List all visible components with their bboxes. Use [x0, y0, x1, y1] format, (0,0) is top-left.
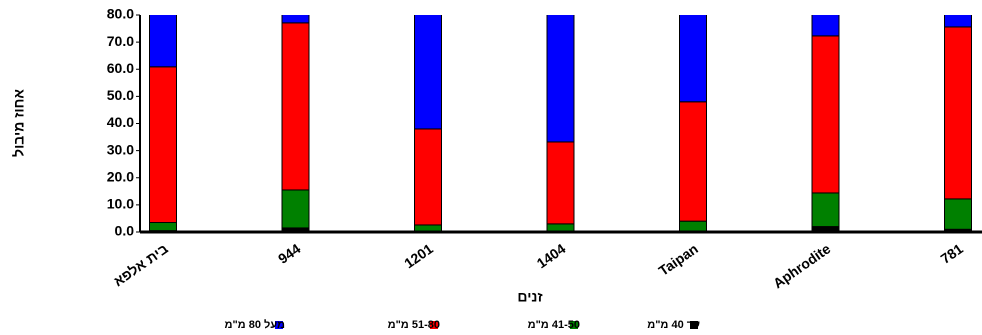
legend-label: 41-50 מ"מ: [528, 319, 580, 331]
bar-segment: [149, 222, 177, 232]
legend-label: מעל 80 מ"מ: [224, 318, 285, 331]
x-tick-label: 781: [938, 240, 966, 267]
y-tick-label: 60.0: [107, 60, 134, 76]
bar-segment: [944, 26, 972, 200]
y-tick-label: 0.0: [115, 223, 135, 239]
bar-segment: [281, 189, 310, 229]
y-tick-label: 20.0: [107, 168, 134, 184]
bar-segment: [679, 101, 707, 222]
bar-segment: [414, 128, 442, 226]
x-tick-label: בית אלפא: [110, 240, 170, 289]
y-tick-label: 70.0: [107, 33, 134, 49]
bar-segment: [944, 198, 972, 230]
bar-segment: [546, 15, 575, 143]
bar-segment: [149, 66, 177, 224]
bar-segment: [414, 15, 442, 130]
x-tick-label: Aphrodite: [770, 240, 834, 291]
x-axis-title: זנים: [517, 289, 542, 305]
bar-segment: [811, 192, 840, 228]
y-tick-label: 40.0: [107, 114, 134, 130]
y-tick-label: 10.0: [107, 196, 134, 212]
bar-segment: [149, 15, 177, 68]
legend-swatch: [430, 321, 438, 329]
bar-segment: [546, 141, 575, 225]
bar-segment: [281, 15, 310, 24]
legend-swatch: [690, 321, 698, 329]
legend-swatch: [570, 321, 578, 329]
bar-segment: [546, 223, 575, 232]
bar-segment: [811, 35, 840, 194]
plot-area: [149, 15, 972, 232]
y-tick-label: 30.0: [107, 141, 134, 157]
bar-segment: [679, 15, 707, 103]
y-axis-title: אחוז מיבול: [11, 89, 27, 157]
bar-segment: [414, 224, 442, 232]
y-tick-label: 50.0: [107, 87, 134, 103]
bar-segment: [811, 15, 840, 37]
legend-label: 51-80 מ"מ: [388, 319, 440, 331]
bar-segment: [281, 22, 310, 191]
x-tick-label: Taipan: [656, 240, 701, 278]
bar-segment: [679, 220, 707, 232]
x-tick-label: 1404: [534, 240, 569, 271]
bar-segment: [944, 15, 972, 28]
x-tick-label: 944: [275, 240, 303, 267]
legend-label: עד 40 מ"מ: [647, 319, 700, 331]
y-tick-label: 80.0: [107, 6, 134, 22]
legend-swatch: [275, 321, 283, 329]
x-tick-label: 1201: [401, 240, 436, 271]
